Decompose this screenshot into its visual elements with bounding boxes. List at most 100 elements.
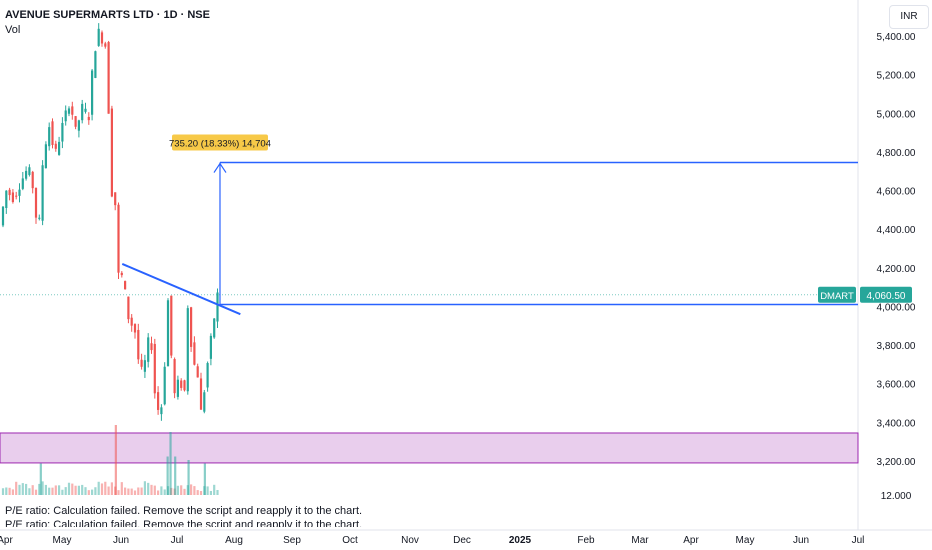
volume-label: Vol	[5, 24, 21, 36]
last-price-value: 4,060.50	[867, 291, 906, 302]
y-tick-label: 3,800.00	[877, 341, 916, 352]
candle-body	[213, 318, 216, 338]
candle-body	[5, 190, 8, 208]
candle-body	[67, 108, 71, 114]
volume-bar	[97, 481, 100, 495]
status-message-1: P/E ratio: Calculation failed. Remove th…	[5, 505, 363, 517]
volume-bar	[190, 484, 193, 495]
candle-body	[41, 165, 44, 221]
candle-body	[21, 178, 24, 189]
volume-bar	[91, 489, 94, 495]
candle-body	[157, 392, 160, 410]
candle-body	[11, 192, 14, 202]
candle-body	[38, 217, 41, 219]
volume-bar	[31, 485, 34, 495]
candle-body	[94, 51, 97, 78]
candle-body	[51, 121, 54, 145]
x-tick-label: Nov	[401, 535, 419, 546]
x-tick-label: Sep	[283, 535, 301, 546]
candle-body	[196, 366, 199, 378]
volume-bar	[34, 489, 38, 495]
volume-spike	[114, 425, 117, 495]
symbol-badge	[818, 286, 856, 303]
candle-body	[61, 122, 64, 142]
candle-body	[127, 296, 130, 320]
volume-bar	[51, 487, 54, 495]
volume-bar	[64, 487, 67, 495]
volume-bar	[110, 482, 113, 495]
volume-bar	[199, 490, 203, 495]
volume-bar	[77, 485, 80, 495]
x-tick-label: Aug	[225, 535, 243, 546]
y-tick-label: 4,400.00	[877, 225, 916, 236]
volume-bar	[5, 487, 8, 495]
candle-body	[81, 103, 84, 121]
volume-bar	[124, 487, 127, 495]
candle-body	[97, 28, 100, 46]
candle-body	[34, 187, 38, 218]
volume-bar	[157, 490, 160, 495]
candle-body	[124, 281, 127, 290]
x-tick-label: Apr	[0, 535, 13, 546]
volume-bar	[183, 488, 186, 495]
x-tick-label: Jul	[852, 535, 865, 546]
volume-bar	[8, 487, 11, 495]
volume-bar	[196, 490, 199, 495]
candle-body	[173, 359, 176, 394]
volume-bar	[11, 489, 14, 495]
candle-body	[206, 363, 209, 388]
volume-bar	[94, 487, 97, 495]
candle-body	[48, 127, 51, 147]
volume-spike	[187, 460, 190, 495]
x-tick-label: May	[53, 535, 72, 546]
volume-bar	[209, 490, 212, 495]
candle-body	[110, 108, 113, 197]
y-tick-label: 5,200.00	[877, 71, 916, 82]
y-tick-label: 4,000.00	[877, 302, 916, 313]
volume-bar	[100, 483, 104, 495]
candle-body	[133, 324, 137, 333]
volume-bar	[160, 486, 163, 495]
status-message-2: P/E ratio: Calculation failed. Remove th…	[5, 519, 363, 527]
x-tick-label: Jul	[171, 535, 184, 546]
y-tick-label: 3,200.00	[877, 457, 916, 468]
x-tick-label: Jun	[793, 535, 809, 546]
candle-body	[91, 70, 94, 115]
candle-body	[58, 141, 61, 155]
candle-body	[147, 337, 150, 362]
candle-body	[117, 204, 120, 273]
x-tick-label: May	[736, 535, 755, 546]
candle-body	[183, 380, 186, 391]
candle-body	[160, 407, 163, 415]
volume-bar	[180, 485, 183, 495]
projection-label: 735.20 (18.33%) 14,704	[169, 139, 271, 150]
candle-body	[130, 317, 133, 326]
candle-body	[163, 366, 166, 405]
volume-bar	[176, 485, 179, 495]
volume-bar	[38, 483, 41, 495]
currency-button[interactable]: INR	[889, 5, 929, 29]
candle-body	[18, 189, 21, 196]
candle-body	[31, 171, 34, 189]
volume-bar	[120, 482, 123, 495]
volume-bar	[25, 483, 28, 495]
candle-body	[44, 144, 47, 169]
candle-body	[28, 167, 31, 175]
y-tick-label: 3,400.00	[877, 418, 916, 429]
candle-body	[186, 308, 189, 392]
candle-body	[25, 170, 28, 179]
candle-body	[209, 335, 212, 359]
volume-bar	[87, 490, 90, 495]
volume-bar	[127, 488, 130, 495]
volume-bar	[133, 490, 137, 495]
volume-bar	[84, 487, 87, 495]
symbol-title: AVENUE SUPERMARTS LTD · 1D · NSE	[5, 9, 210, 21]
candle-body	[74, 116, 77, 127]
volume-bar	[67, 482, 71, 495]
symbol-badge-label: DMART	[820, 291, 854, 302]
candle-body	[87, 116, 90, 121]
volume-spike	[169, 432, 172, 495]
